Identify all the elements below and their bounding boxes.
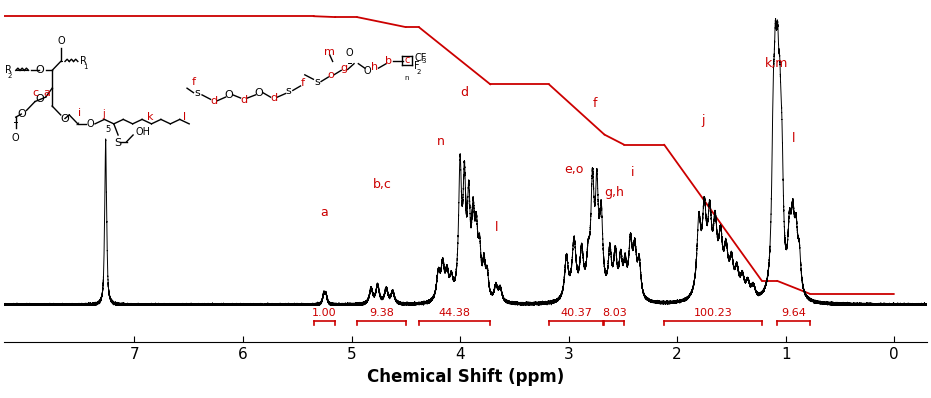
Text: R: R xyxy=(5,65,11,75)
Text: c: c xyxy=(32,88,38,98)
Text: 40.37: 40.37 xyxy=(560,308,592,318)
Text: O: O xyxy=(254,88,263,98)
Text: 5: 5 xyxy=(105,125,111,134)
Text: o: o xyxy=(327,70,334,80)
Text: g: g xyxy=(341,63,348,73)
Text: i: i xyxy=(631,166,634,179)
Text: F: F xyxy=(414,61,420,71)
Text: j: j xyxy=(102,109,105,119)
Text: OH: OH xyxy=(135,127,150,137)
Text: 9.38: 9.38 xyxy=(370,308,395,318)
Text: k: k xyxy=(147,112,154,122)
Text: a: a xyxy=(44,88,50,98)
Text: O: O xyxy=(35,94,45,104)
Text: 8.03: 8.03 xyxy=(601,308,627,318)
Text: f: f xyxy=(301,78,304,88)
Text: d: d xyxy=(240,95,248,105)
Text: f: f xyxy=(192,76,196,86)
Text: c: c xyxy=(404,55,410,65)
Text: O: O xyxy=(35,65,45,75)
Text: k,m: k,m xyxy=(765,57,789,70)
Text: 2: 2 xyxy=(417,69,422,75)
Text: b,c: b,c xyxy=(372,178,391,191)
Text: s: s xyxy=(314,76,319,86)
Text: d: d xyxy=(270,94,277,103)
Text: O: O xyxy=(17,109,26,119)
Text: e,o: e,o xyxy=(564,163,584,176)
Text: R: R xyxy=(80,57,87,66)
Text: s: s xyxy=(286,86,291,96)
Text: S: S xyxy=(115,138,122,148)
Text: 1.00: 1.00 xyxy=(312,308,337,318)
Text: 3: 3 xyxy=(422,59,425,64)
Text: O: O xyxy=(87,119,94,129)
Text: O: O xyxy=(58,36,65,46)
Text: j: j xyxy=(701,115,705,127)
Text: l: l xyxy=(183,112,186,122)
Text: l: l xyxy=(791,132,795,144)
Text: O: O xyxy=(12,133,20,143)
Text: n: n xyxy=(437,135,444,148)
Text: 100.23: 100.23 xyxy=(694,308,733,318)
Text: O: O xyxy=(61,113,69,123)
Text: CF: CF xyxy=(414,53,426,63)
Text: i: i xyxy=(78,108,82,118)
Text: s: s xyxy=(195,88,200,98)
Text: m: m xyxy=(324,47,335,57)
Text: g,h: g,h xyxy=(604,186,624,199)
Text: h: h xyxy=(371,62,378,72)
Text: n: n xyxy=(404,75,409,81)
Text: 9.64: 9.64 xyxy=(781,308,805,318)
Text: O: O xyxy=(364,66,371,76)
Text: 44.38: 44.38 xyxy=(439,308,471,318)
Text: O: O xyxy=(224,90,233,100)
Text: a: a xyxy=(320,206,329,219)
Text: O: O xyxy=(346,48,354,58)
Text: d: d xyxy=(210,96,218,106)
Text: d: d xyxy=(461,86,468,99)
Text: 2: 2 xyxy=(7,72,11,78)
Text: 1: 1 xyxy=(83,64,88,70)
Text: b: b xyxy=(385,56,392,66)
X-axis label: Chemical Shift (ppm): Chemical Shift (ppm) xyxy=(367,368,564,386)
Text: f: f xyxy=(592,97,597,110)
Text: l: l xyxy=(495,220,499,234)
